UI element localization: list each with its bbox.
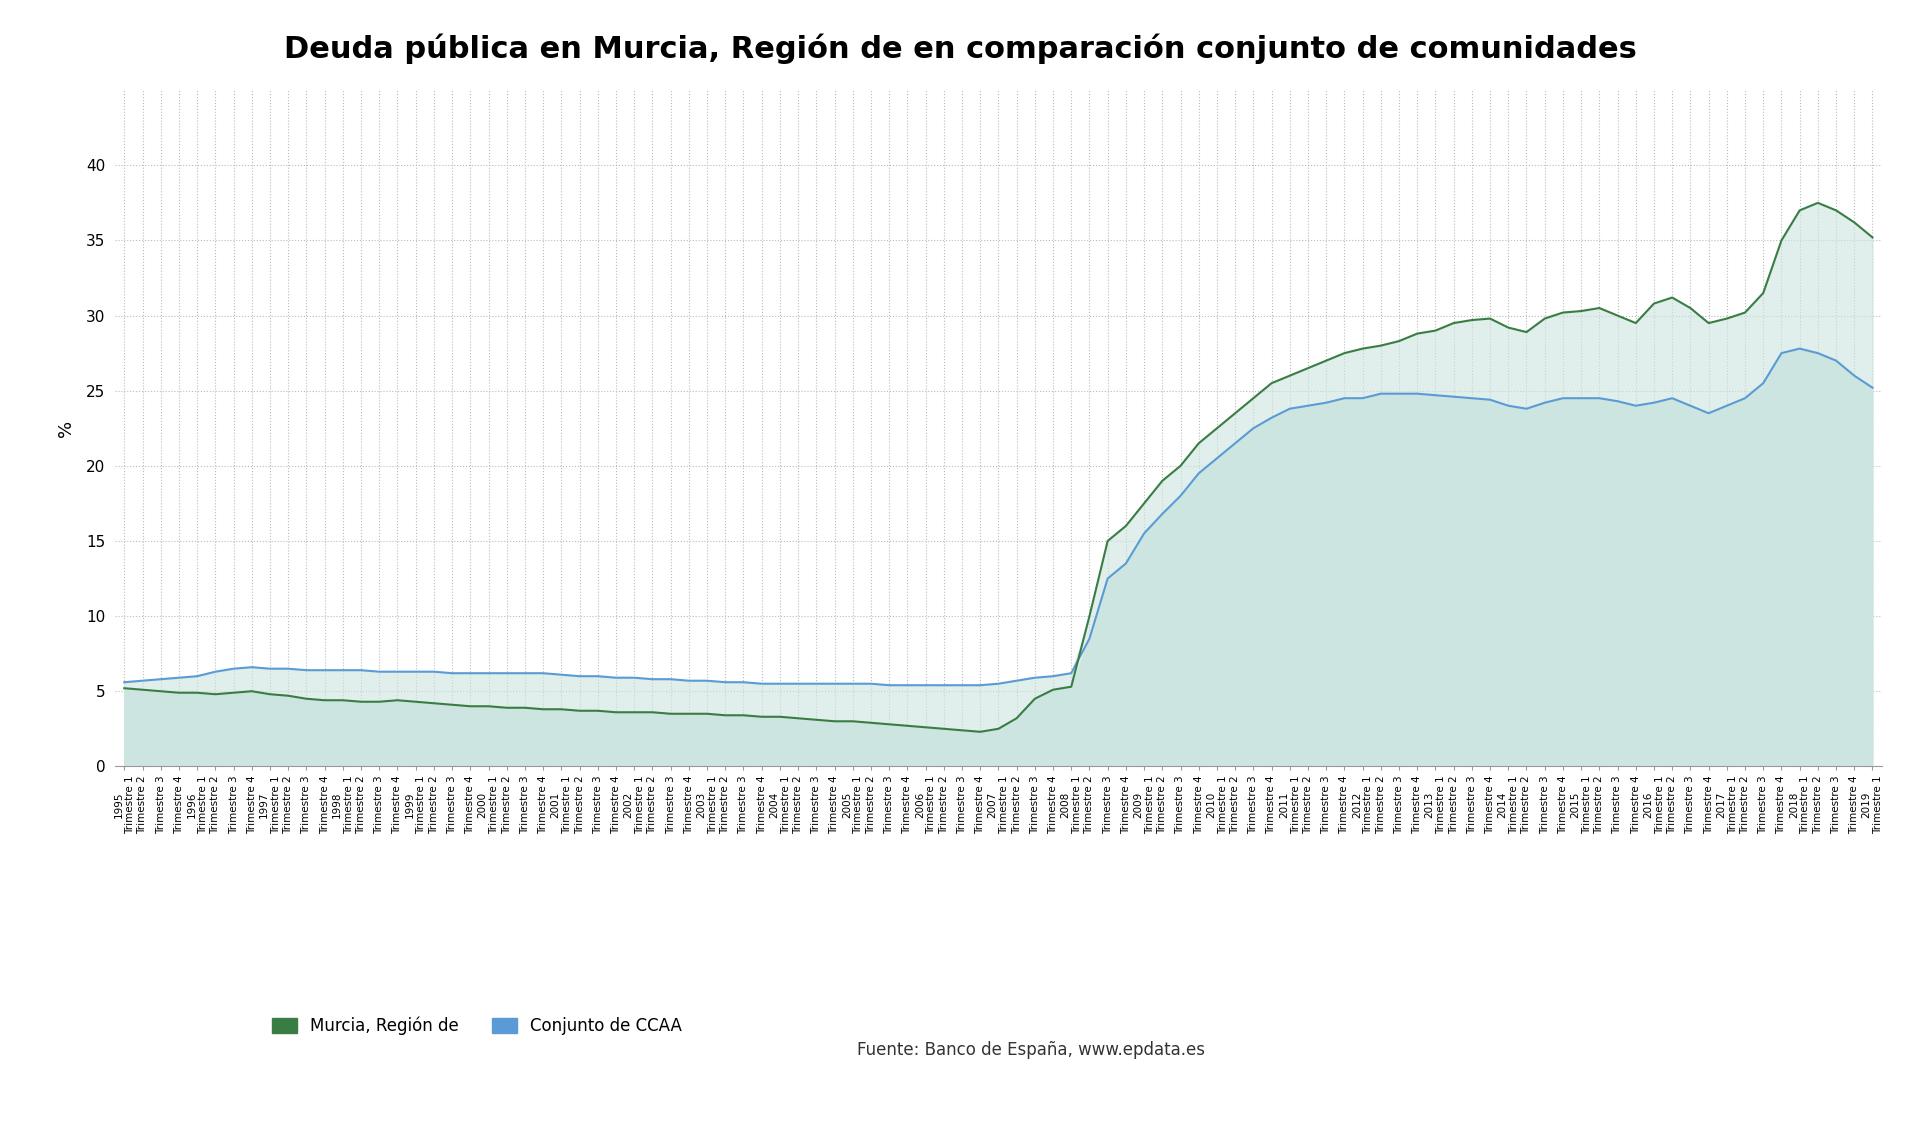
Legend: Murcia, Región de, Conjunto de CCAA: Murcia, Región de, Conjunto de CCAA xyxy=(265,1010,689,1042)
Text: Deuda pública en Murcia, Región de en comparación conjunto de comunidades: Deuda pública en Murcia, Región de en co… xyxy=(284,34,1636,64)
Y-axis label: %: % xyxy=(58,419,75,437)
Text: Fuente: Banco de España, www.epdata.es: Fuente: Banco de España, www.epdata.es xyxy=(856,1041,1206,1059)
